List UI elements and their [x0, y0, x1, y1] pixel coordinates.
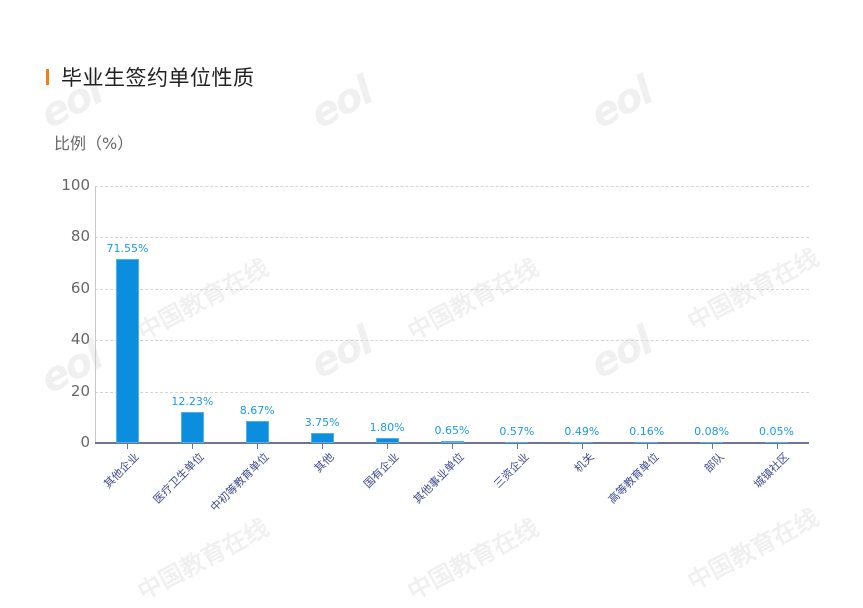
x-tick-label: 其他 — [312, 450, 337, 476]
x-tick-label: 中初等教育单位 — [208, 450, 272, 515]
y-tick-label: 40 — [70, 330, 90, 349]
bar-3[interactable] — [310, 433, 334, 443]
bar-0[interactable] — [115, 259, 139, 443]
x-tick-label: 其他事业单位 — [410, 450, 467, 507]
bar-10[interactable] — [765, 441, 789, 443]
y-axis-label: 比例（%） — [54, 134, 134, 153]
x-tick-label: 医疗卫生单位 — [151, 450, 207, 507]
x-tick-mark — [776, 444, 778, 449]
x-tick-mark — [127, 444, 129, 449]
bar-8[interactable] — [635, 441, 659, 443]
value-label: 8.67% — [239, 403, 275, 417]
chart-title: 毕业生签约单位性质 — [61, 66, 255, 90]
x-tick-mark — [516, 444, 518, 449]
x-tick-mark — [581, 444, 583, 449]
x-tick-mark — [387, 444, 389, 449]
y-tick-label: 80 — [70, 227, 90, 246]
x-tick-mark — [711, 444, 713, 449]
value-label: 0.05% — [759, 424, 794, 438]
title-accent-bar — [46, 69, 49, 85]
x-tick-label: 机关 — [571, 450, 597, 476]
value-label: 1.80% — [369, 421, 405, 435]
value-label: 3.75% — [304, 416, 340, 430]
value-label: 0.16% — [629, 424, 665, 438]
x-tick-label: 三资企业 — [491, 450, 532, 491]
bar-7[interactable] — [570, 441, 594, 443]
bar-2[interactable] — [245, 420, 269, 443]
x-tick-label: 高等教育单位 — [605, 450, 662, 507]
x-tick-mark — [257, 444, 259, 449]
y-tick-label: 60 — [70, 278, 90, 297]
gridline — [95, 237, 809, 239]
value-label: 0.49% — [564, 424, 600, 438]
gridline — [95, 340, 809, 342]
value-label: 0.08% — [694, 424, 730, 438]
x-tick-mark — [646, 444, 648, 449]
bar-1[interactable] — [180, 411, 204, 443]
y-tick-label: 20 — [70, 381, 90, 400]
chart-header: 毕业生签约单位性质 — [46, 63, 255, 91]
x-tick-mark — [192, 444, 194, 449]
x-tick-mark — [452, 444, 453, 449]
value-label: 0.57% — [499, 424, 535, 438]
value-label: 0.65% — [434, 424, 470, 438]
x-tick-label: 部队 — [701, 450, 727, 476]
value-label: 12.23% — [171, 394, 214, 408]
x-tick-label: 城镇社区 — [750, 450, 792, 491]
gridline — [95, 391, 809, 393]
bar-5[interactable] — [440, 441, 464, 443]
x-tick-label: 国有企业 — [361, 450, 402, 491]
value-label: 71.55% — [106, 242, 149, 256]
x-tick-mark — [322, 444, 324, 449]
y-tick-label: 0 — [80, 433, 90, 451]
gridline — [95, 288, 809, 290]
x-tick-label: 其他企业 — [101, 450, 143, 491]
bar-4[interactable] — [375, 438, 399, 443]
bar-6[interactable] — [505, 441, 529, 443]
y-tick-label: 100 — [61, 176, 90, 194]
bar-9[interactable] — [700, 441, 724, 443]
gridline — [95, 186, 809, 187]
x-axis-line — [95, 442, 809, 444]
y-axis-line — [95, 186, 96, 443]
